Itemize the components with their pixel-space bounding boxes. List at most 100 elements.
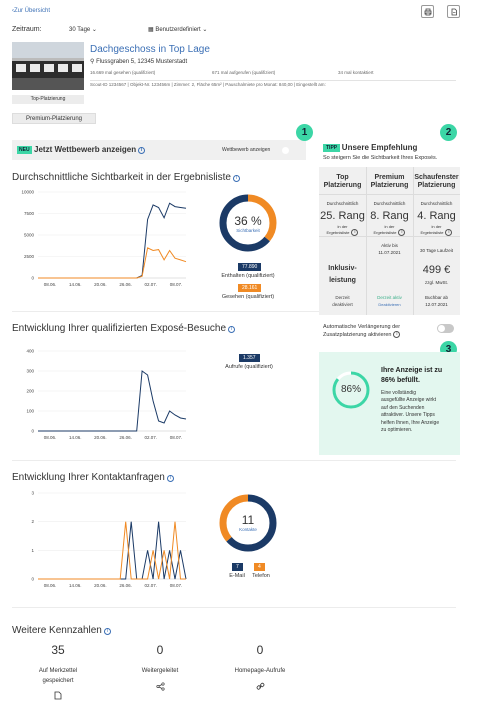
info-icon[interactable]: i (351, 229, 359, 236)
legend-enthalten-value: 77.890 (238, 263, 262, 271)
listing-meta: Scout-ID 1234567 | Objekt-Nr. 123456m | … (90, 82, 326, 87)
completion-headline: Ihre Anzeige ist zu 86% befüllt. (381, 367, 443, 384)
listing-title[interactable]: Dachgeschoss in Top Lage (90, 44, 210, 55)
x-tick-label: 14.06. (69, 583, 82, 588)
new-badge: NEU (17, 146, 32, 154)
info-icon[interactable]: i (166, 475, 174, 482)
section-divider (12, 460, 456, 461)
chart-2-title: Entwicklung Ihrer qualifizierten Exposé-… (12, 323, 235, 334)
auto-renew-label: Automatische Verlängerung der Zusatzplat… (323, 324, 401, 338)
chevron-down-icon: ⌄ (91, 27, 97, 33)
step-badge-2: 2 (440, 124, 457, 141)
info-icon[interactable]: i (393, 331, 401, 338)
kpi-merkzettel: 35 Auf Merkzettel gespeichert (18, 643, 98, 702)
y-tick-label: 10000 (21, 190, 34, 195)
step-badge-1: 1 (296, 124, 313, 141)
completion-ring (332, 371, 370, 409)
y-tick-label: 2 (31, 519, 34, 524)
premium-status: Derzeit aktiv (377, 295, 402, 300)
custom-range-select[interactable]: ▦ Benutzerdefiniert ⌄ (148, 27, 208, 33)
zeitraum-select[interactable]: 30 Tage ⌄ (69, 27, 97, 33)
listing-photo[interactable] (12, 42, 84, 90)
visibility-percent: 36 % (234, 214, 262, 228)
zeitraum-label: Zeitraum: (12, 26, 42, 33)
info-icon[interactable]: i (228, 326, 235, 333)
y-tick-label: 7500 (24, 211, 35, 216)
legend-gesehen-value: 28.161 (238, 284, 262, 292)
contacts-line-chart: 3 2 1 0 08.06. 14.06. 20.06. 26.06. 02.07. 08.07. (31, 491, 187, 588)
col-top-placement: Top Platzierung Durchschnittlich 25. Ran… (320, 174, 365, 307)
deactivate-link[interactable]: Deaktivieren (378, 302, 401, 307)
legend-gesehen-label: Gesehen (qualifiziert) (221, 294, 275, 300)
legend-enthalten-label: Enthalten (qualifiziert) (221, 273, 275, 279)
y-tick-label: 0 (31, 429, 34, 434)
back-link[interactable]: ‹Zur Übersicht (12, 8, 51, 14)
chevron-down-icon: ⌄ (202, 27, 208, 33)
tip-badge: TIPP (323, 144, 341, 152)
series-line (38, 370, 187, 432)
x-tick-label: 14.06. (69, 282, 82, 287)
stat-contacted: 34 mal kontaktiert (338, 70, 374, 75)
series-line (38, 521, 186, 580)
share-icon (120, 682, 200, 693)
x-tick-label: 08.07. (170, 435, 183, 440)
x-tick-label: 26.06. (119, 583, 132, 588)
y-tick-label: 300 (26, 369, 34, 374)
info-icon[interactable]: i (138, 147, 146, 154)
listing-address: ⚲ Flussgraben 5, 12345 Musterstadt (90, 59, 188, 65)
pdf-button[interactable] (447, 5, 460, 18)
info-icon[interactable]: i (103, 628, 111, 635)
info-icon[interactable]: i (445, 229, 453, 236)
x-tick-label: 08.06. (44, 282, 57, 287)
y-tick-label: 1 (31, 548, 34, 553)
x-tick-label: 08.06. (44, 435, 57, 440)
chart-1-title: Durchschnittliche Sichtbarkeit in der Er… (12, 172, 240, 183)
kpi-title: Weitere Kennzahlen i (12, 625, 111, 636)
info-icon[interactable]: i (398, 229, 406, 236)
stat-opened: 671 mal aufgerufen (qualifiziert) (212, 70, 276, 75)
competition-toggle-label: Wettbewerb anzeigen (222, 147, 271, 153)
kpi-weitergeleitet: 0 Weitergeleitet (120, 643, 200, 693)
premium-placement-button[interactable]: Premium-Platzierung (12, 113, 96, 124)
col-schaufenster-placement: Schaufenster Platzierung Durchschnittlic… (414, 174, 459, 307)
series-line (38, 202, 187, 279)
section-divider (12, 607, 456, 608)
contacts-donut (219, 494, 277, 552)
rank-info: Ergebnisliste i (366, 229, 413, 236)
ring-segment (332, 371, 370, 409)
print-button[interactable] (421, 5, 434, 18)
legend-phone-label: Telefon (252, 573, 270, 579)
legend-aufrufe-label: Aufrufe (qualifiziert) (225, 364, 273, 370)
y-tick-label: 5000 (24, 233, 35, 238)
listing-divider (90, 80, 456, 81)
schaufenster-price: 499 € (422, 264, 451, 276)
kpi-homepage: 0 Homepage-Aufrufe (220, 643, 300, 693)
visibility-donut (219, 194, 277, 252)
pdf-icon (451, 8, 457, 15)
ring-segment (219, 494, 277, 552)
info-icon[interactable]: i (233, 175, 240, 182)
x-tick-label: 20.06. (94, 583, 107, 588)
visibility-line-chart: 10000 7500 5000 2500 0 08.06. 14.06. 20.06. 26.0… (21, 190, 187, 287)
legend-aufrufe-value: 1.357 (239, 354, 260, 362)
auto-renew-toggle[interactable] (437, 324, 454, 333)
completion-card: 86% Ihre Anzeige ist zu 86% befüllt. Ein… (319, 352, 460, 455)
placement-table: Top Platzierung Durchschnittlich 25. Ran… (319, 167, 460, 315)
x-tick-label: 02.07. (145, 282, 158, 287)
location-pin-icon: ⚲ (90, 59, 95, 65)
y-tick-label: 3 (31, 491, 34, 496)
y-tick-label: 400 (26, 349, 34, 354)
x-tick-label: 26.06. (119, 282, 132, 287)
legend-email-label: E-Mail (229, 573, 245, 579)
col-premium-placement: Premium Platzierung Durchschnittlich 8. … (366, 167, 413, 315)
x-tick-label: 20.06. (94, 435, 107, 440)
x-tick-label: 20.06. (94, 282, 107, 287)
y-tick-label: 2500 (24, 254, 35, 259)
x-tick-label: 14.06. (69, 435, 82, 440)
competition-bar: NEU Jetzt Wettbewerb anzeigen i Wettbewer… (12, 140, 306, 160)
series-line (38, 247, 187, 279)
competition-title: Jetzt Wettbewerb anzeigen i (34, 145, 146, 154)
x-tick-label: 02.07. (145, 583, 158, 588)
top-placement-badge: Top-Platzierung (12, 95, 84, 104)
x-tick-label: 08.07. (170, 282, 183, 287)
